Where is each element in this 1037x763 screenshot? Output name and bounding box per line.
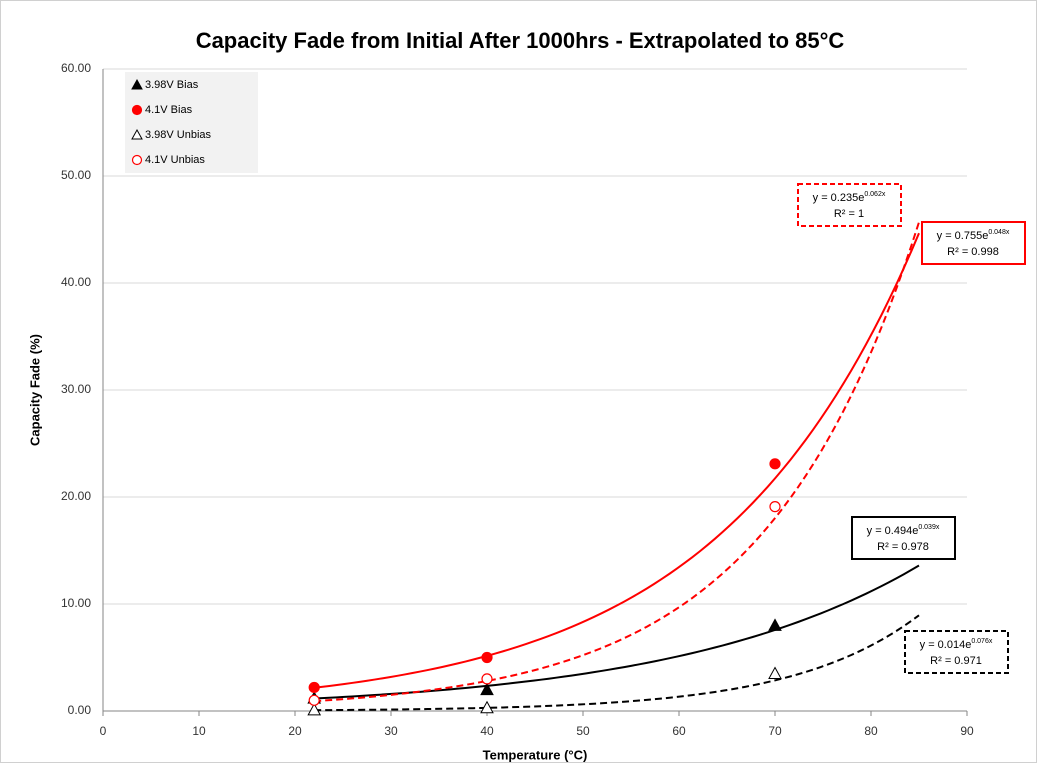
point [769,458,781,470]
legend-label: 4.1V Bias [145,104,193,116]
equation-box [921,221,1026,265]
y-tick-label: 40.00 [61,275,91,289]
trendline [314,232,920,689]
equation: y = 0.494e0.039x [867,524,940,537]
equation-base: y = 0.014e [920,639,972,651]
x-tick-label: 60 [672,724,686,738]
r-squared: R² = 0.971 [930,655,982,667]
x-tick-label: 40 [480,724,494,738]
y-tick-label: 50.00 [61,168,91,182]
legend-marker [131,128,143,140]
x-tick-label: 70 [768,724,782,738]
r-squared: R² = 0.998 [947,246,999,258]
y-axis-label: Capacity Fade (%) [27,334,42,446]
legend-marker [131,154,143,166]
legend-label: 3.98V Bias [145,79,199,91]
y-tick-label: 0.00 [68,703,92,717]
equation-exponent: 0.048x [988,229,1010,236]
point [769,501,781,513]
x-tick-label: 90 [960,724,974,738]
legend-label: 4.1V Unbias [145,154,205,166]
point [481,673,493,685]
legend-box [125,72,258,173]
equation: y = 0.755e0.048x [937,229,1010,242]
legend-label: 3.98V Unbias [145,129,212,141]
y-tick-label: 10.00 [61,596,91,610]
point [480,700,494,714]
point [308,681,320,694]
point [308,694,320,706]
point [768,618,782,631]
equation: y = 0.014e0.076x [920,638,993,651]
x-tick-label: 0 [100,724,107,738]
equation: y = 0.235e0.062x [813,191,886,204]
r-squared: R² = 0.978 [877,541,929,553]
y-tick-label: 60.00 [61,61,91,75]
legend-marker [131,104,143,116]
legend-marker [131,78,143,90]
point [768,666,782,680]
point [480,682,494,696]
x-tick-label: 10 [192,724,206,738]
x-tick-label: 20 [288,724,302,738]
equation-exponent: 0.076x [971,638,993,645]
point [481,651,493,664]
x-tick-label: 50 [576,724,590,738]
trendline [314,614,920,712]
y-tick-label: 20.00 [61,489,91,503]
x-tick-label: 30 [384,724,398,738]
equation-box [851,516,956,560]
y-tick-label: 30.00 [61,382,91,396]
trendline [314,221,920,703]
point [307,702,322,716]
equation-base: y = 0.755e [937,230,989,242]
chart-title: Capacity Fade from Initial After 1000hrs… [196,28,845,53]
equation-base: y = 0.235e [813,192,865,204]
x-tick-label: 80 [864,724,878,738]
equation-exponent: 0.062x [864,191,886,198]
equation-box [797,183,902,227]
r-squared: R² = 1 [834,208,864,220]
equation-box [904,630,1009,674]
x-axis-label: Temperature (°C) [483,747,588,762]
equation-exponent: 0.039x [918,524,940,531]
equation-base: y = 0.494e [867,525,919,537]
